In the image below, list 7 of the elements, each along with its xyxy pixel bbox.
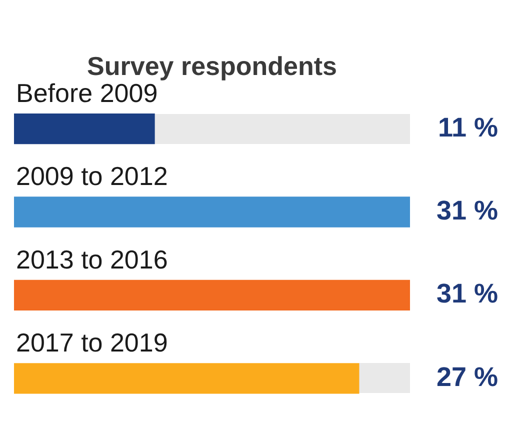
y-tick-label: 2013 to 2016 xyxy=(16,244,168,274)
data-label: 11 % xyxy=(438,112,498,142)
data-label: 27 % xyxy=(436,362,498,392)
y-tick-label: 2009 to 2012 xyxy=(16,161,168,192)
y-tick-label: 2017 to 2019 xyxy=(16,328,168,358)
data-label: 31 % xyxy=(436,195,498,226)
data-label: 31 % xyxy=(436,278,498,309)
